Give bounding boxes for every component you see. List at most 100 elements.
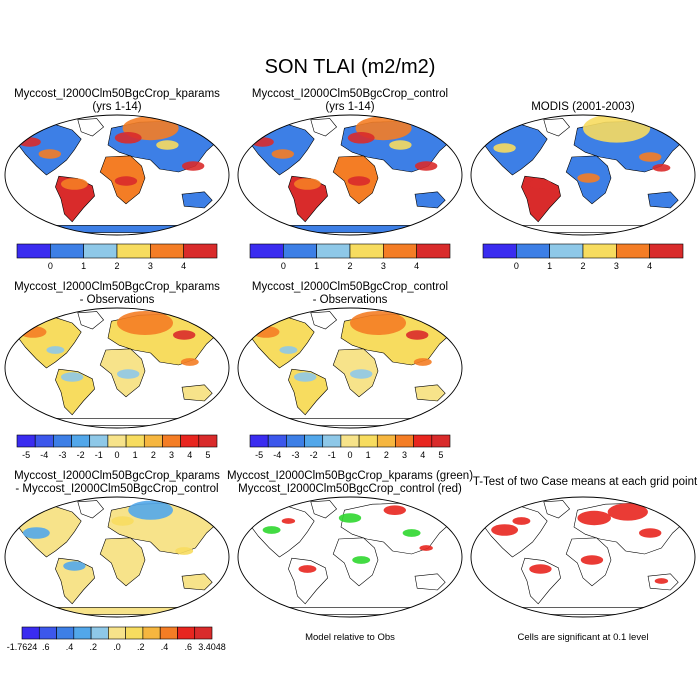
colorbar-swatch <box>649 243 684 259</box>
colorbar-tick-label: 0 <box>48 261 53 271</box>
panel-7-subtitle: Myccost_I2000Clm50BgcCrop_control (red) <box>238 483 462 495</box>
colorbar-tick-label: 1 <box>547 261 552 271</box>
continent-antarctica <box>251 418 449 426</box>
continent-antarctica <box>484 607 682 615</box>
colorbar-tick-label: 5 <box>438 450 443 460</box>
colorbar-tick-label: 3 <box>148 261 153 271</box>
colorbar-swatch <box>108 626 126 640</box>
map-field-patch <box>654 578 669 584</box>
map-field-patch <box>46 346 65 354</box>
continent-antarctica <box>484 225 682 233</box>
colorbar-swatch <box>125 434 145 448</box>
map-field-patch <box>61 178 88 190</box>
map-field-patch <box>128 500 174 520</box>
colorbar-swatch <box>340 434 360 448</box>
colorbar-tick-label: 2 <box>347 261 352 271</box>
colorbar-tick-label: -1.7624 <box>7 642 38 652</box>
colorbar-tick-label: -5 <box>255 450 263 460</box>
panel-5-subtitle: - Observations <box>313 294 388 306</box>
map-field-patch <box>639 152 662 162</box>
map-border <box>470 114 696 236</box>
colorbar-tick-label: 3 <box>381 261 386 271</box>
map-border <box>4 114 230 236</box>
colorbar-tick-label: 1 <box>366 450 371 460</box>
colorbar-tick-label: 4 <box>414 261 419 271</box>
continent-greenland <box>77 118 105 137</box>
map-field-patch <box>529 179 552 189</box>
continent-greenland <box>543 500 571 519</box>
map-field-patch <box>114 176 138 186</box>
colorbar-swatch <box>376 434 396 448</box>
figure-title: SON TLAI (m2/m2) <box>265 56 436 78</box>
map-field-patch <box>577 510 611 526</box>
continent-australia <box>181 384 213 402</box>
panel-4-title: Myccost_I2000Clm50BgcCrop_kparams <box>14 281 220 293</box>
continent-antarctica <box>251 607 449 615</box>
map-field-patch <box>181 161 205 171</box>
map-border <box>237 307 463 429</box>
continent-antarctica <box>18 418 216 426</box>
colorbar-swatch <box>349 243 384 259</box>
colorbar-swatch <box>482 243 517 259</box>
colorbar-tick-label: 0 <box>347 450 352 460</box>
map-panel-5 <box>237 307 463 429</box>
colorbar-swatch <box>582 243 617 259</box>
colorbar-swatch <box>50 243 84 259</box>
map-field-patch <box>577 173 600 183</box>
colorbar-swatch <box>358 434 378 448</box>
colorbar-tick-label: 2 <box>114 261 119 271</box>
colorbar-swatch <box>283 243 317 259</box>
map-field-patch <box>402 529 421 537</box>
continent-greenland <box>77 500 105 519</box>
colorbar-1: 0 1 2 3 4 <box>16 243 218 271</box>
map-field-patch <box>60 372 84 382</box>
map-panel-6 <box>4 496 230 618</box>
colorbar-tick-label: 3 <box>614 261 619 271</box>
colorbar-swatch <box>413 434 433 448</box>
map-field-patch <box>347 132 375 144</box>
colorbar-tick-label: -4 <box>273 450 281 460</box>
map-field-patch <box>493 143 516 153</box>
colorbar-tick-label: .6 <box>184 642 192 652</box>
colorbar-swatch <box>616 243 650 259</box>
map-field-patch <box>383 505 406 515</box>
map-field-patch <box>298 565 317 573</box>
map-field-patch <box>294 178 321 190</box>
colorbar-tick-label: 2 <box>580 261 585 271</box>
continent-australia <box>181 191 213 209</box>
map-field-patch <box>580 555 604 565</box>
colorbar-swatch <box>143 434 163 448</box>
map-field-patch <box>350 369 373 379</box>
colorbar-tick-label: 5 <box>205 450 210 460</box>
map-field-patch <box>529 564 552 574</box>
map-field-patch <box>271 149 294 159</box>
colorbar-tick-label: 1 <box>314 261 319 271</box>
map-field-patch <box>251 137 274 147</box>
map-field-patch <box>173 330 196 340</box>
map-field-patch <box>583 115 651 143</box>
map-field-patch <box>180 358 199 366</box>
colorbar-swatch <box>116 243 151 259</box>
map-panel-7 <box>237 496 463 618</box>
panel-7-title: Myccost_I2000Clm50BgcCrop_kparams (green… <box>227 470 473 482</box>
colorbar-swatch <box>395 434 414 448</box>
map-field-patch <box>406 330 429 340</box>
continent-antarctica <box>251 225 449 233</box>
panel-2-subtitle: (yrs 1-14) <box>325 101 374 113</box>
colorbar-swatch <box>249 434 269 448</box>
map-land <box>12 311 221 426</box>
colorbar-swatch <box>16 243 51 259</box>
colorbar-tick-label: 4 <box>647 261 652 271</box>
panel-3-title: MODIS (2001-2003) <box>531 101 635 113</box>
map-field-patch <box>294 372 317 382</box>
panel-6-subtitle: - Myccost_I2000Clm50BgcCrop_control <box>15 483 218 495</box>
colorbar-swatch <box>286 434 305 448</box>
colorbar-tick-label: .4 <box>161 642 169 652</box>
colorbar-swatch <box>56 626 75 640</box>
colorbar-tick-label: 2 <box>384 450 389 460</box>
continent-samerica <box>288 557 328 605</box>
map-field-patch <box>389 140 412 150</box>
colorbar-swatch <box>142 626 161 640</box>
continent-greenland <box>310 500 338 519</box>
continent-samerica <box>55 557 95 605</box>
